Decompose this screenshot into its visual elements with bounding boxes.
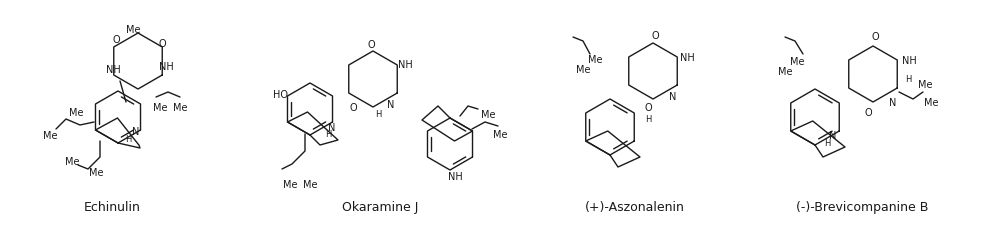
Text: Me: Me: [69, 108, 83, 117]
Text: Me: Me: [576, 65, 590, 75]
Text: N: N: [889, 98, 897, 108]
Text: H: H: [325, 130, 331, 139]
Text: H: H: [645, 115, 651, 124]
Text: NH: NH: [448, 171, 462, 181]
Text: NH: NH: [398, 60, 412, 70]
Text: H: H: [375, 110, 381, 119]
Text: NH: NH: [159, 62, 173, 72]
Text: Me: Me: [126, 25, 140, 35]
Text: Me: Me: [173, 103, 187, 112]
Text: O: O: [644, 103, 652, 112]
Text: Echinulin: Echinulin: [84, 201, 140, 214]
Text: O: O: [349, 103, 357, 112]
Text: Me: Me: [493, 129, 507, 139]
Text: Me: Me: [790, 57, 804, 67]
Text: Me: Me: [153, 103, 167, 112]
Text: O: O: [158, 39, 166, 49]
Text: O: O: [864, 108, 872, 117]
Text: N: N: [669, 92, 677, 101]
Text: (+)-Aszonalenin: (+)-Aszonalenin: [585, 201, 685, 214]
Text: O: O: [651, 31, 659, 41]
Text: H: H: [905, 75, 911, 84]
Text: Me: Me: [303, 179, 317, 189]
Text: O: O: [871, 32, 879, 42]
Text: O: O: [367, 40, 375, 50]
Text: Me: Me: [588, 55, 602, 65]
Text: H: H: [824, 139, 830, 148]
Text: Me: Me: [924, 98, 938, 108]
Text: HO: HO: [272, 90, 288, 100]
Text: Me: Me: [481, 109, 495, 120]
Text: Me: Me: [283, 179, 297, 189]
Text: N: N: [328, 123, 336, 132]
Text: (-)-Brevicompanine B: (-)-Brevicompanine B: [796, 201, 928, 214]
Text: Me: Me: [65, 156, 79, 166]
Text: NH: NH: [902, 56, 916, 66]
Text: Me: Me: [778, 67, 792, 77]
Text: H: H: [125, 135, 131, 144]
Text: NH: NH: [106, 65, 120, 75]
Text: NH: NH: [680, 53, 694, 63]
Text: Me: Me: [89, 167, 103, 177]
Text: N: N: [829, 131, 837, 140]
Text: Me: Me: [918, 80, 932, 90]
Text: Okaramine J: Okaramine J: [342, 201, 418, 214]
Text: N: N: [132, 126, 140, 136]
Text: N: N: [387, 100, 395, 109]
Text: O: O: [112, 35, 120, 45]
Text: Me: Me: [43, 131, 57, 140]
